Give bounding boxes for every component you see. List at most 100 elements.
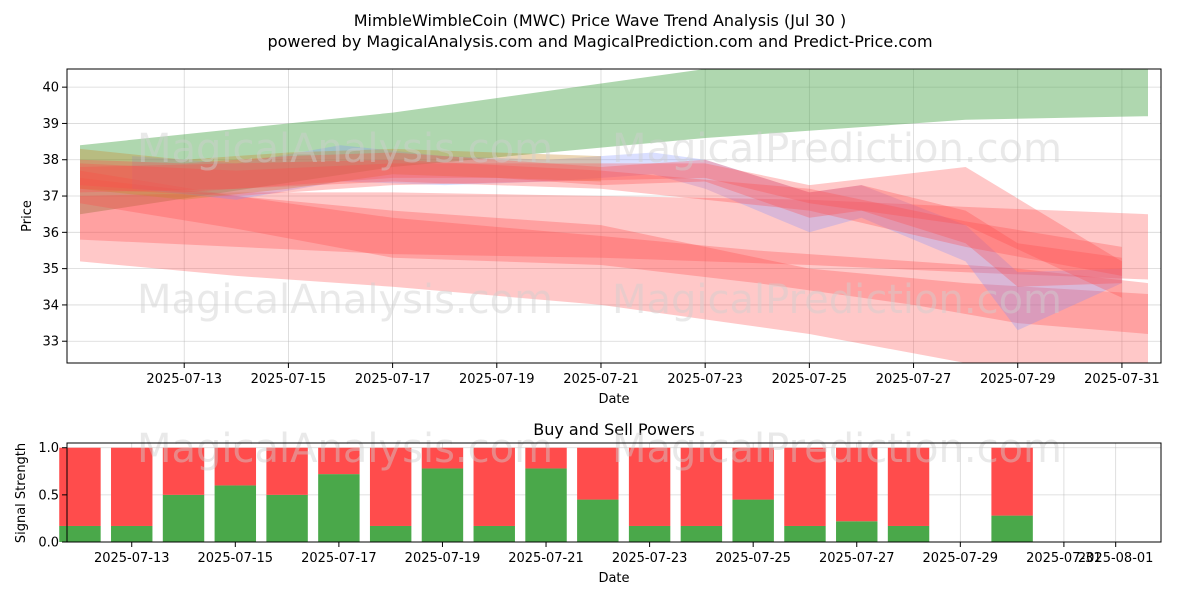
signal-y-tick-label: 1.0 (38, 441, 59, 456)
signal-y-tick-label: 0.0 (38, 536, 59, 551)
buy-bar-2025-07-28 (887, 525, 930, 542)
buy-bar-2025-07-21 (525, 468, 567, 542)
sell-bar-2025-07-14 (162, 447, 205, 495)
sell-bar-2025-07-13 (111, 447, 153, 526)
signal-x-tick-label: 2025-08-01 (1078, 551, 1154, 566)
price-band-red-2 (80, 192, 1148, 280)
buy-bar-2025-07-25 (732, 499, 774, 542)
sell-bar-2025-07-17 (318, 447, 360, 475)
sell-bar-2025-07-12 (59, 447, 101, 526)
buy-bar-2025-07-17 (318, 474, 360, 542)
signal-x-tick-label: 2025-07-13 (94, 551, 170, 566)
signal-y-ticks: 0.0 0.5 1.0 (38, 441, 67, 551)
buy-bar-2025-07-19 (421, 468, 464, 542)
price-x-axis-label: Date (598, 392, 629, 407)
sell-bar-2025-07-20 (473, 447, 515, 526)
signal-x-tick-label: 2025-07-29 (923, 551, 999, 566)
signal-x-tick-label: 2025-07-31 (1026, 551, 1102, 566)
price-x-tick-label: 2025-07-29 (980, 372, 1056, 387)
price-band-blue-4 (132, 145, 1122, 331)
price-y-tick-label: 36 (42, 226, 59, 241)
price-y-axis-label: Price (20, 200, 35, 232)
signal-x-tick-label: 2025-07-19 (405, 551, 481, 566)
signal-x-tick-label: 2025-07-27 (819, 551, 895, 566)
price-grid (67, 69, 1161, 363)
buy-bar-2025-07-26 (784, 525, 826, 542)
price-band-red-1 (80, 170, 1148, 363)
signal-y-axis-label: Signal Strength (14, 443, 29, 543)
price-band-red-8 (80, 159, 1122, 276)
buy-bar-2025-07-13 (111, 525, 153, 542)
signal-x-tick-label: 2025-07-23 (612, 551, 688, 566)
signal-plot-frame (66, 442, 1162, 543)
price-x-tick-label: 2025-07-13 (146, 372, 222, 387)
price-band-red-7 (80, 163, 1122, 298)
price-x-tick-label: 2025-07-15 (251, 372, 327, 387)
buy-bar-2025-07-30 (991, 515, 1033, 542)
price-band-red-6 (80, 152, 1122, 287)
sell-bar-2025-07-18 (369, 447, 412, 526)
price-x-tick-label: 2025-07-23 (667, 372, 743, 387)
buy-bar-2025-07-27 (836, 521, 878, 542)
watermark-right-signal: MagicalPrediction.com (612, 426, 1062, 472)
buy-bar-2025-07-15 (214, 485, 257, 542)
price-plot-frame (66, 68, 1162, 364)
sell-bar-2025-07-23 (628, 447, 671, 526)
buy-bar-2025-07-23 (628, 525, 671, 542)
signal-x-ticks: 2025-07-13 2025-07-15 2025-07-17 2025-07-19… (94, 542, 1154, 566)
signal-x-tick-label: 2025-07-25 (715, 551, 791, 566)
price-x-tick-label: 2025-07-25 (772, 372, 848, 387)
signal-x-axis-label: Date (598, 571, 629, 586)
chart-title: MimbleWimbleCoin (MWC) Price Wave Trend … (354, 11, 847, 30)
buy-bar-2025-07-14 (162, 494, 205, 542)
price-y-ticks: 33 34 35 36 37 38 39 40 (42, 81, 67, 350)
buy-bar-2025-07-18 (369, 525, 412, 542)
watermark-left-top: MagicalAnalysis.com (137, 126, 553, 172)
signal-x-tick-label: 2025-07-15 (198, 551, 274, 566)
buy-bar-2025-07-22 (577, 499, 619, 542)
price-x-tick-label: 2025-07-31 (1084, 372, 1160, 387)
sell-bar-2025-07-27 (836, 447, 878, 522)
price-panel: MagicalAnalysis.com MagicalPrediction.co… (20, 68, 1162, 407)
price-y-tick-label: 37 (42, 190, 59, 205)
price-x-tick-label: 2025-07-21 (563, 372, 639, 387)
price-y-tick-label: 34 (42, 298, 59, 313)
signal-x-tick-label: 2025-07-21 (508, 551, 584, 566)
sell-bar-2025-07-25 (732, 447, 774, 500)
buy-bar-2025-07-16 (266, 494, 308, 542)
buy-bar-2025-07-24 (680, 525, 723, 542)
price-y-tick-label: 39 (42, 117, 59, 132)
watermark-left-signal: MagicalAnalysis.com (137, 426, 553, 472)
watermark-right-top: MagicalPrediction.com (612, 126, 1062, 172)
buy-bar-2025-07-12 (59, 525, 101, 542)
sell-bar-2025-07-16 (266, 447, 308, 495)
signal-bars (59, 447, 1033, 542)
signal-panel: Buy and Sell Powers MagicalAnalysis.com … (14, 420, 1162, 586)
chart-subtitle: powered by MagicalAnalysis.com and Magic… (267, 32, 932, 51)
sell-bar-2025-07-30 (991, 447, 1033, 516)
price-y-tick-label: 33 (42, 335, 59, 350)
watermark-right-bottom: MagicalPrediction.com (612, 277, 1062, 323)
price-x-tick-label: 2025-07-17 (355, 372, 431, 387)
watermark-left-bottom: MagicalAnalysis.com (137, 277, 553, 323)
sell-bar-2025-07-19 (421, 447, 464, 469)
sell-bar-2025-07-22 (577, 447, 619, 500)
price-band-green-0 (80, 69, 1148, 215)
price-band-orange-5 (80, 148, 601, 200)
price-bands (80, 69, 1148, 363)
signal-y-tick-label: 0.5 (38, 488, 59, 503)
price-x-ticks: 2025-07-13 2025-07-15 2025-07-17 2025-07-19… (146, 363, 1160, 387)
sell-bar-2025-07-15 (214, 447, 257, 486)
price-y-tick-label: 38 (42, 153, 59, 168)
price-y-tick-label: 35 (42, 262, 59, 277)
signal-x-tick-label: 2025-07-17 (301, 551, 377, 566)
signal-chart-title: Buy and Sell Powers (533, 420, 695, 439)
sell-bar-2025-07-28 (887, 447, 930, 526)
price-x-tick-label: 2025-07-19 (459, 372, 535, 387)
buy-bar-2025-07-20 (473, 525, 515, 542)
sell-bar-2025-07-21 (525, 447, 567, 469)
sell-bar-2025-07-24 (680, 447, 723, 526)
price-y-tick-label: 40 (42, 81, 59, 96)
price-band-red-3 (80, 177, 1148, 334)
